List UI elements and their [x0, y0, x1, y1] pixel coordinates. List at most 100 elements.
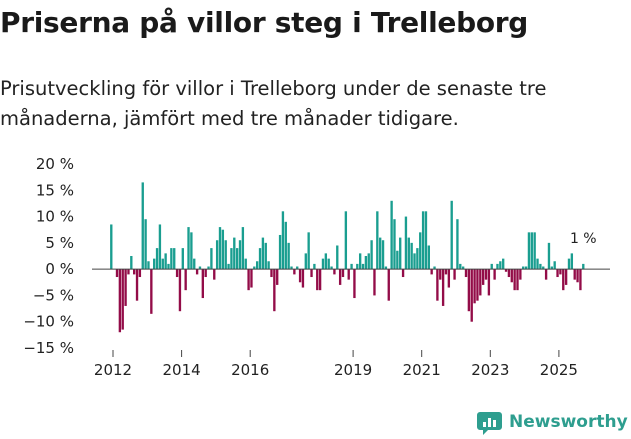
x-tick-label: 2014	[163, 361, 201, 379]
bar	[278, 234, 282, 270]
bar	[307, 232, 310, 270]
x-tick-label: 2025	[540, 361, 578, 379]
bar	[161, 258, 164, 270]
x-tick-label: 2016	[231, 361, 269, 379]
bar	[576, 269, 579, 283]
y-tick-label: 10 %	[36, 208, 74, 226]
page-subtitle: Prisutveckling för villor i Trelleborg u…	[0, 77, 547, 130]
bar	[444, 269, 448, 275]
bar	[490, 263, 493, 270]
bar	[399, 237, 402, 270]
bar	[556, 269, 559, 278]
y-tick-label: 5 %	[45, 234, 74, 252]
bar	[530, 232, 533, 270]
bar	[564, 269, 568, 285]
bar	[281, 211, 285, 270]
bar	[476, 269, 479, 301]
bar	[218, 227, 222, 270]
bar	[133, 269, 136, 275]
bar	[499, 261, 502, 270]
bar	[456, 219, 459, 270]
bar	[507, 269, 511, 278]
bar	[167, 263, 170, 270]
bar-chart: −15 % −10 % −5 % 0 % 5 % 10 % 15 % 20 % 2012 2014…	[23, 155, 610, 379]
bar	[522, 266, 525, 270]
bar	[210, 248, 213, 270]
bar	[301, 269, 305, 288]
bar	[441, 269, 445, 306]
bar	[298, 269, 302, 283]
bar	[293, 269, 296, 275]
bar	[459, 263, 462, 270]
bar	[559, 269, 562, 275]
bar	[261, 237, 265, 270]
bar	[155, 248, 159, 270]
bar	[502, 258, 505, 270]
bar	[407, 237, 410, 270]
bar	[361, 263, 365, 270]
bar	[353, 269, 356, 299]
bar	[207, 266, 210, 270]
bar	[376, 211, 379, 270]
x-tick-label: 2012	[94, 361, 132, 379]
bar	[539, 263, 542, 270]
bar	[327, 258, 330, 270]
bar	[582, 263, 585, 270]
bar	[141, 182, 144, 270]
bar	[138, 269, 142, 278]
annotation-label: 1 %	[570, 231, 597, 247]
bar	[233, 237, 236, 270]
bar	[390, 200, 393, 270]
bar	[201, 269, 204, 299]
bar	[264, 242, 267, 270]
bar	[496, 263, 499, 270]
bar	[330, 266, 333, 270]
bar	[130, 256, 133, 270]
bar	[579, 269, 582, 291]
bar	[178, 269, 182, 312]
bar	[316, 269, 319, 291]
bar	[230, 248, 233, 270]
x-tick-label: 2023	[471, 361, 509, 379]
bar	[416, 248, 419, 270]
bar	[373, 269, 376, 296]
bar	[313, 263, 316, 270]
bar	[430, 269, 433, 275]
bar	[284, 221, 287, 270]
bar	[198, 266, 202, 270]
bar	[573, 269, 576, 280]
bar	[544, 269, 548, 280]
bar	[421, 211, 425, 270]
bar	[461, 266, 465, 270]
bar	[453, 269, 456, 280]
bar	[296, 266, 299, 270]
x-tick-label: 2019	[334, 361, 372, 379]
bar	[195, 269, 199, 275]
bar	[464, 269, 468, 278]
bar	[404, 216, 408, 270]
bar	[135, 269, 139, 301]
y-tick-label: 20 %	[36, 155, 74, 173]
bar	[542, 266, 545, 270]
newsworthy-logo-icon	[477, 411, 502, 435]
bar	[524, 266, 528, 270]
bar	[304, 253, 307, 270]
bar	[127, 269, 130, 275]
bar	[221, 229, 225, 270]
bar	[570, 253, 574, 270]
bar	[336, 245, 339, 270]
bar	[147, 261, 150, 270]
y-tick-label: −5 %	[33, 286, 74, 304]
bar	[333, 269, 336, 275]
bar	[367, 253, 370, 270]
bar	[396, 250, 399, 270]
bar	[350, 263, 353, 270]
bar	[290, 266, 293, 270]
bar	[364, 256, 368, 270]
bar	[536, 258, 539, 270]
y-tick-label: 15 %	[36, 181, 74, 199]
y-tick-label: −15 %	[23, 339, 74, 357]
bar	[447, 269, 451, 288]
bar	[238, 240, 242, 270]
bar	[553, 261, 556, 270]
